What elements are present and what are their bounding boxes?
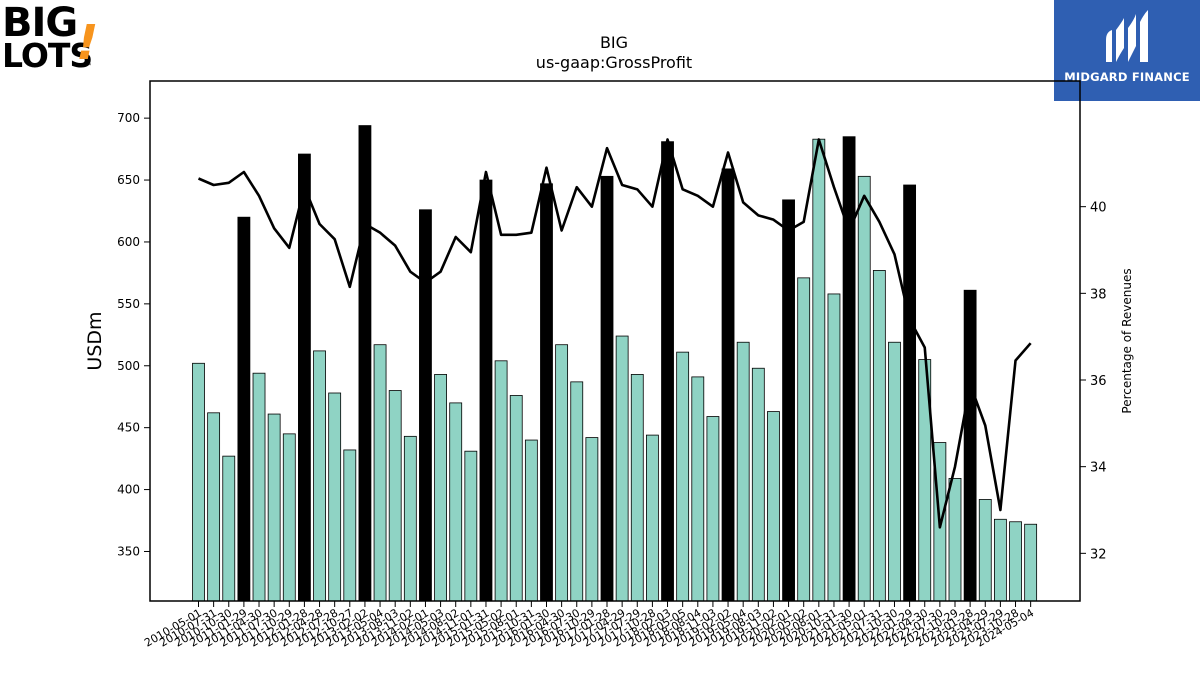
quarter-bar <box>373 344 387 602</box>
quarter-bar <box>313 350 326 602</box>
annual-bar <box>782 199 795 602</box>
quarter-bar <box>252 372 266 602</box>
quarter-bar <box>192 362 205 602</box>
annual-bar <box>298 153 311 602</box>
quarter-bar <box>494 360 508 602</box>
quarter-bar <box>646 434 659 602</box>
chart-title: BIG <box>600 33 628 52</box>
y-tick-label: 600 <box>117 235 140 249</box>
quarter-bar <box>615 335 629 602</box>
right-axis-ticks: 32 34 36 38 40 <box>1080 201 1107 562</box>
quarter-bar <box>827 293 841 602</box>
left-axis-ticks: 350 400 450 500 550 600 650 700 <box>117 111 150 558</box>
y-tick-label: 450 <box>117 421 140 435</box>
quarter-bar <box>207 412 221 602</box>
quarter-bar <box>555 344 569 602</box>
midgard-finance-name: MIDGARD FINANCE <box>1064 70 1190 84</box>
annual-bar <box>842 136 856 602</box>
quarter-bar <box>570 381 584 602</box>
quarter-bar <box>630 374 644 602</box>
annual-bar <box>661 141 674 602</box>
quarter-bar <box>464 450 478 602</box>
quarter-bar <box>388 390 402 602</box>
plot-frame <box>149 80 1081 602</box>
x-axis-ticks: 2010-05-012010-07-312010-10-302011-01-29… <box>142 601 1036 650</box>
quarter-bar <box>1009 521 1022 602</box>
y-tick-label: 650 <box>117 173 140 187</box>
y2-tick-label: 36 <box>1090 374 1107 389</box>
bar-series <box>192 125 1038 602</box>
quarter-bar <box>812 138 826 602</box>
quarter-bar <box>524 439 538 602</box>
chart-subtitle: us-gaap:GrossProfit <box>536 53 692 72</box>
y2-tick-label: 32 <box>1090 547 1107 562</box>
quarter-bar <box>706 416 720 602</box>
quarter-bar <box>993 518 1007 602</box>
quarter-bar <box>1024 523 1038 602</box>
y-tick-label: 700 <box>117 111 140 125</box>
y2-axis-label: Percentage of Revenues <box>1120 268 1134 413</box>
quarter-bar <box>948 478 962 602</box>
quarter-bar <box>343 449 357 602</box>
logo-trademark: ™ <box>86 63 92 70</box>
y-tick-label: 550 <box>117 297 140 311</box>
annual-bar <box>540 183 553 602</box>
y-axis-label: USDm <box>84 311 106 370</box>
quarter-bar <box>509 395 523 602</box>
logo-line-big: BIG <box>2 0 78 46</box>
annual-bar <box>963 289 977 602</box>
quarter-bar <box>888 341 901 602</box>
quarter-bar <box>691 376 705 602</box>
logo-line-lots: LOTS <box>2 36 93 75</box>
quarter-bar <box>449 402 463 602</box>
y-tick-label: 400 <box>117 483 140 497</box>
quarter-bar <box>736 341 750 602</box>
annual-bar <box>721 168 735 602</box>
annual-bar <box>600 175 614 602</box>
quarter-bar <box>978 499 992 602</box>
quarter-bar <box>585 437 599 602</box>
quarter-bar <box>403 435 417 602</box>
annual-bar <box>358 125 372 602</box>
annual-bar <box>479 179 493 602</box>
annual-bar <box>419 209 432 602</box>
quarter-bar <box>767 411 780 602</box>
quarter-bar <box>434 374 447 602</box>
quarter-bar <box>857 175 871 602</box>
quarter-bar <box>282 433 296 602</box>
midgard-finance-logo: MIDGARD FINANCE <box>1054 0 1200 101</box>
quarter-bar <box>267 413 281 602</box>
quarter-bar <box>751 367 765 602</box>
percentage-line <box>197 138 1032 529</box>
y-tick-label: 350 <box>117 544 140 558</box>
annual-bar <box>903 184 917 602</box>
y2-tick-label: 40 <box>1090 201 1107 216</box>
quarter-bar <box>676 351 690 602</box>
midgard-m-logo-icon <box>1106 10 1148 62</box>
annual-bar <box>237 216 251 602</box>
quarter-bar <box>872 270 886 602</box>
quarter-bar <box>222 455 236 602</box>
y2-tick-label: 38 <box>1090 287 1107 302</box>
line-series <box>197 138 1032 529</box>
quarter-bar <box>797 277 811 602</box>
y-tick-label: 500 <box>117 359 140 373</box>
big-lots-logo: BIG LOTS ! ™ <box>2 0 104 75</box>
quarter-bar <box>328 392 342 602</box>
y2-tick-label: 34 <box>1090 461 1107 476</box>
